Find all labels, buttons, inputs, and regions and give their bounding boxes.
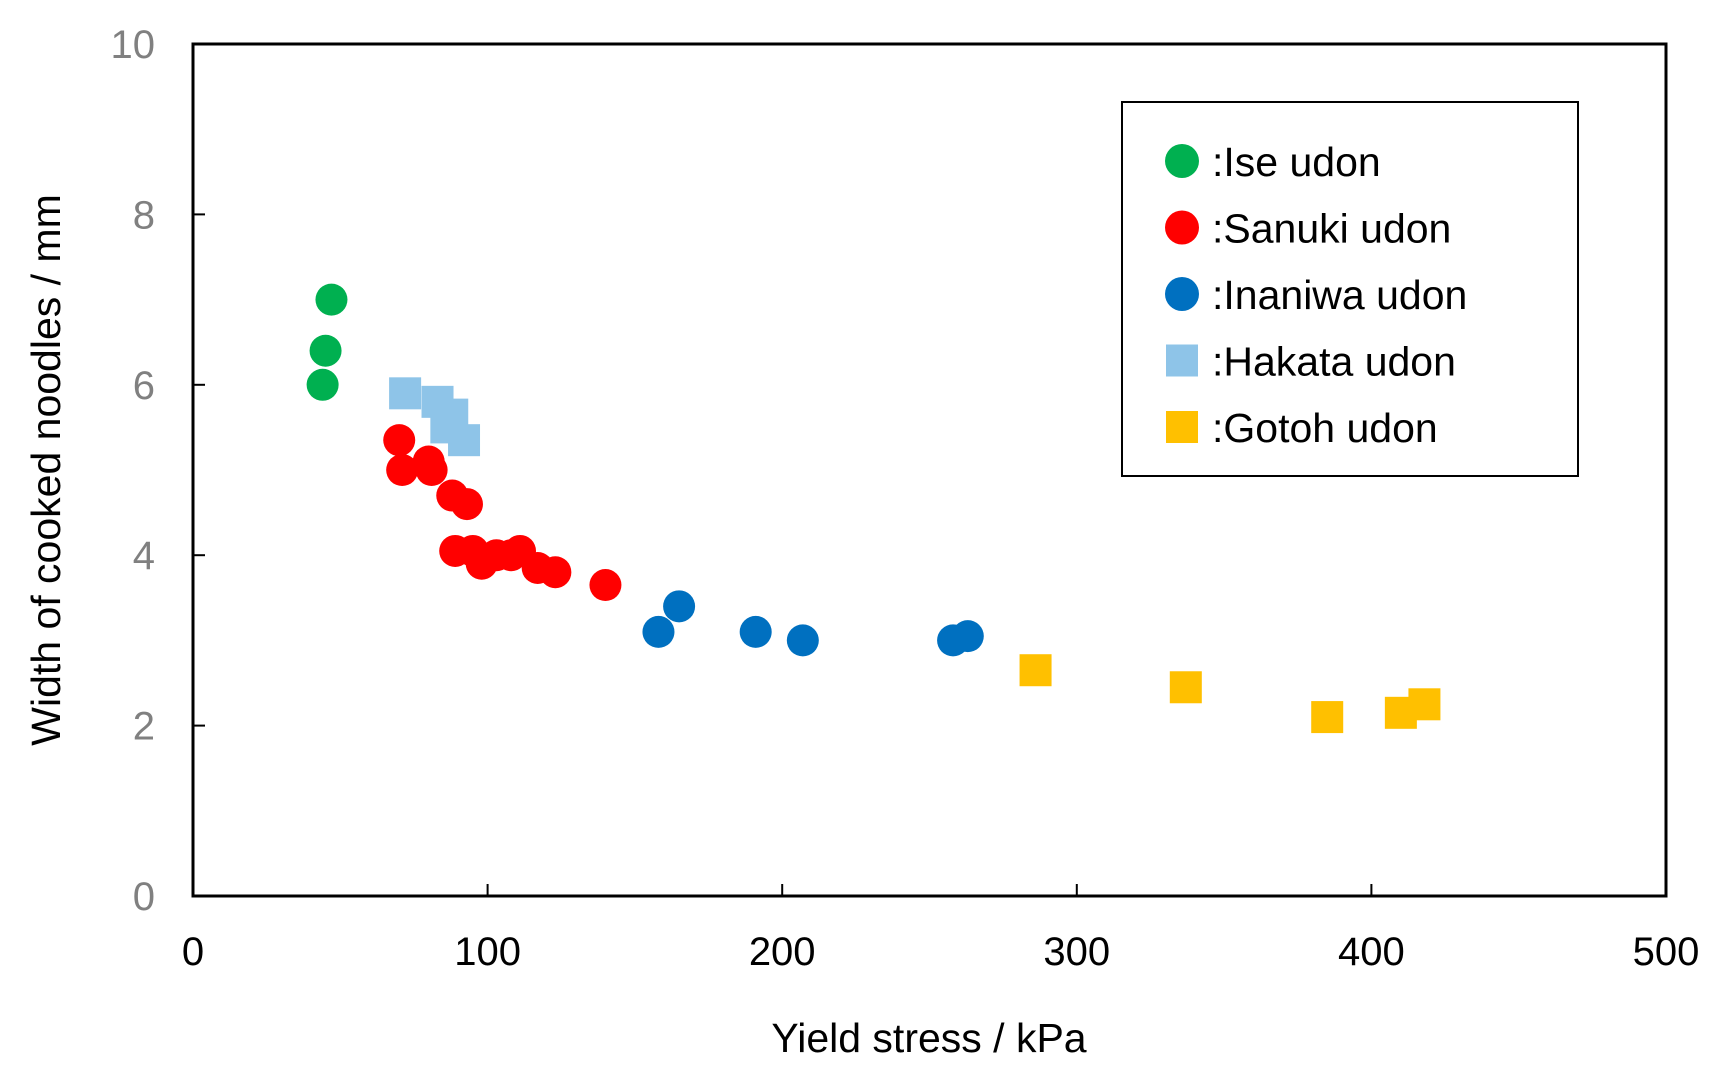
- point-sanuki-udon: [589, 569, 622, 602]
- x-tick-label: 0: [182, 930, 204, 974]
- y-tick-label: 8: [133, 193, 155, 237]
- legend-marker-gotoh-udon: [1166, 411, 1198, 443]
- point-hakata-udon: [448, 424, 481, 457]
- x-tick-label: 500: [1633, 930, 1700, 974]
- y-tick-label: 10: [111, 23, 156, 67]
- legend-label-gotoh-udon: :Gotoh udon: [1212, 405, 1438, 451]
- point-inaniwa-udon: [786, 624, 819, 657]
- point-inaniwa-udon: [663, 590, 696, 623]
- plot-area-frame: [191, 42, 1668, 898]
- point-gotoh-udon: [1311, 701, 1344, 734]
- legend-marker-inaniwa-udon: [1165, 277, 1199, 311]
- y-axis-ticks: 0 2 4 6 8 10: [111, 23, 205, 919]
- legend-marker-sanuki-udon: [1165, 210, 1199, 245]
- point-sanuki-udon: [383, 424, 416, 457]
- point-gotoh-udon: [1169, 671, 1202, 704]
- x-tick-label: 100: [454, 930, 521, 974]
- x-axis-title: Yield stress / kPa: [771, 1015, 1086, 1061]
- point-inaniwa-udon: [951, 620, 984, 653]
- x-tick-label: 400: [1338, 930, 1405, 974]
- legend-label-hakata-udon: :Hakata udon: [1212, 339, 1456, 385]
- y-tick-label: 2: [133, 705, 155, 749]
- point-gotoh-udon: [1408, 688, 1441, 721]
- legend-marker-ise-udon: [1165, 144, 1199, 178]
- point-sanuki-udon: [450, 488, 483, 521]
- legend: :Ise udon :Sanuki udon :Inaniwa udon :Hakat…: [1121, 101, 1579, 477]
- legend-items: :Ise udon :Sanuki udon :Inaniwa udon :Hakat…: [1165, 139, 1467, 451]
- x-tick-label: 300: [1043, 930, 1110, 974]
- legend-label-sanuki-udon: :Sanuki udon: [1212, 206, 1451, 252]
- y-tick-label: 4: [133, 534, 155, 578]
- x-axis-ticks: 0 100 200 300 400 500: [182, 884, 1700, 974]
- point-ise-udon: [306, 368, 339, 401]
- y-tick-label: 6: [133, 364, 155, 408]
- legend-marker-hakata-udon: [1166, 344, 1198, 377]
- point-hakata-udon: [389, 377, 422, 410]
- data-markers: [306, 283, 1441, 734]
- x-tick-label: 200: [749, 930, 816, 974]
- point-inaniwa-udon: [642, 615, 675, 648]
- legend-label-ise-udon: :Ise udon: [1212, 139, 1381, 185]
- point-sanuki-udon: [539, 556, 572, 589]
- point-ise-udon: [309, 334, 342, 367]
- point-ise-udon: [315, 283, 348, 316]
- point-gotoh-udon: [1019, 654, 1052, 687]
- point-sanuki-udon: [415, 454, 448, 486]
- y-axis-title: Width of cooked noodles / mm: [23, 194, 69, 745]
- legend-label-inaniwa-udon: :Inaniwa udon: [1212, 272, 1467, 318]
- point-sanuki-udon: [386, 454, 419, 486]
- y-tick-label: 0: [133, 875, 155, 919]
- point-inaniwa-udon: [739, 615, 772, 648]
